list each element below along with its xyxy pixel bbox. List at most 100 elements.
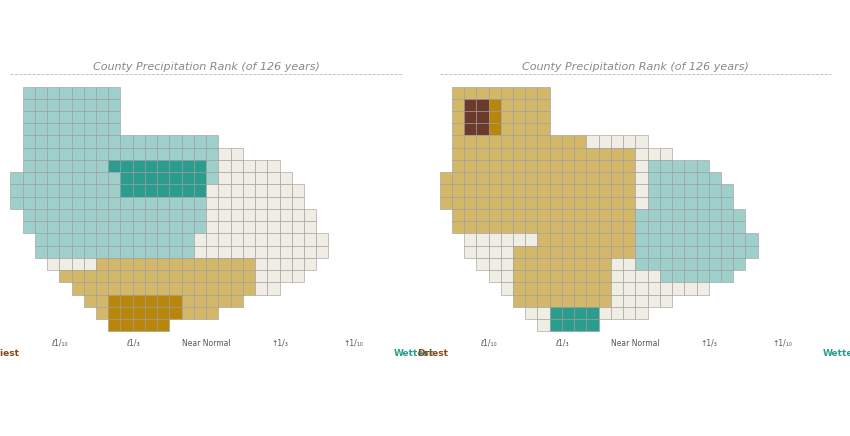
Bar	[71, 209, 84, 221]
Bar	[84, 136, 96, 148]
Bar	[206, 184, 218, 197]
Bar	[721, 184, 734, 197]
Bar	[648, 282, 660, 294]
Bar	[734, 233, 745, 245]
Bar	[476, 209, 489, 221]
Bar	[280, 270, 292, 282]
Bar	[648, 270, 660, 282]
Bar	[476, 160, 489, 172]
Bar	[194, 307, 206, 319]
Bar	[71, 148, 84, 160]
Bar	[194, 172, 206, 184]
Bar	[267, 233, 280, 245]
Bar	[23, 184, 35, 197]
Bar	[537, 184, 550, 197]
Bar	[501, 148, 513, 160]
Bar	[96, 136, 108, 148]
Bar	[60, 245, 71, 258]
Bar	[513, 111, 525, 123]
Bar	[598, 197, 611, 209]
Bar	[513, 123, 525, 136]
Bar	[133, 160, 145, 172]
Bar	[157, 233, 169, 245]
Bar	[182, 184, 194, 197]
Bar	[47, 221, 60, 233]
Bar	[562, 209, 575, 221]
Bar	[537, 197, 550, 209]
Bar	[133, 319, 145, 331]
Bar	[96, 123, 108, 136]
Bar	[145, 233, 157, 245]
Bar	[206, 160, 218, 172]
Bar	[660, 258, 672, 270]
Bar	[121, 136, 133, 148]
Bar	[194, 184, 206, 197]
Bar	[243, 350, 316, 358]
Bar	[623, 197, 635, 209]
Bar	[452, 136, 464, 148]
Bar	[635, 172, 648, 184]
Bar	[169, 258, 182, 270]
Bar	[108, 258, 121, 270]
Bar	[635, 258, 648, 270]
Bar	[513, 148, 525, 160]
Bar	[660, 172, 672, 184]
Bar	[267, 258, 280, 270]
Bar	[598, 270, 611, 282]
Bar	[476, 233, 489, 245]
Bar	[575, 258, 586, 270]
Bar	[169, 282, 182, 294]
Bar	[635, 160, 648, 172]
Bar	[476, 221, 489, 233]
Bar	[598, 258, 611, 270]
Bar	[586, 197, 598, 209]
Bar	[145, 245, 157, 258]
Bar	[562, 282, 575, 294]
Bar	[35, 160, 47, 172]
Bar	[84, 160, 96, 172]
Bar	[562, 233, 575, 245]
Bar	[586, 172, 598, 184]
Bar	[562, 258, 575, 270]
Bar	[464, 197, 476, 209]
Bar	[182, 282, 194, 294]
Bar	[108, 86, 121, 99]
Bar	[47, 99, 60, 111]
Bar	[598, 172, 611, 184]
Text: Near Normal: Near Normal	[182, 339, 230, 348]
Bar	[525, 99, 537, 111]
Bar	[145, 294, 157, 307]
Bar	[525, 270, 537, 282]
Bar	[145, 221, 157, 233]
Bar	[660, 209, 672, 221]
Bar	[696, 233, 709, 245]
Bar	[439, 197, 452, 209]
Bar	[194, 270, 206, 282]
Bar	[562, 136, 575, 148]
Bar	[501, 160, 513, 172]
Bar	[586, 233, 598, 245]
Bar	[464, 148, 476, 160]
Bar	[611, 233, 623, 245]
Bar	[696, 258, 709, 270]
Bar	[145, 282, 157, 294]
Bar	[513, 233, 525, 245]
Bar	[611, 282, 623, 294]
Bar	[537, 99, 550, 111]
Bar	[71, 184, 84, 197]
Bar	[145, 307, 157, 319]
Bar	[71, 270, 84, 282]
Bar	[648, 233, 660, 245]
Bar	[23, 148, 35, 160]
Bar	[194, 258, 206, 270]
Bar	[696, 209, 709, 221]
Bar	[133, 197, 145, 209]
Bar	[169, 350, 243, 358]
Bar	[684, 160, 696, 172]
Bar	[169, 221, 182, 233]
Bar	[169, 233, 182, 245]
Bar	[230, 294, 243, 307]
Bar	[635, 307, 648, 319]
Bar	[96, 86, 108, 99]
Bar	[452, 221, 464, 233]
